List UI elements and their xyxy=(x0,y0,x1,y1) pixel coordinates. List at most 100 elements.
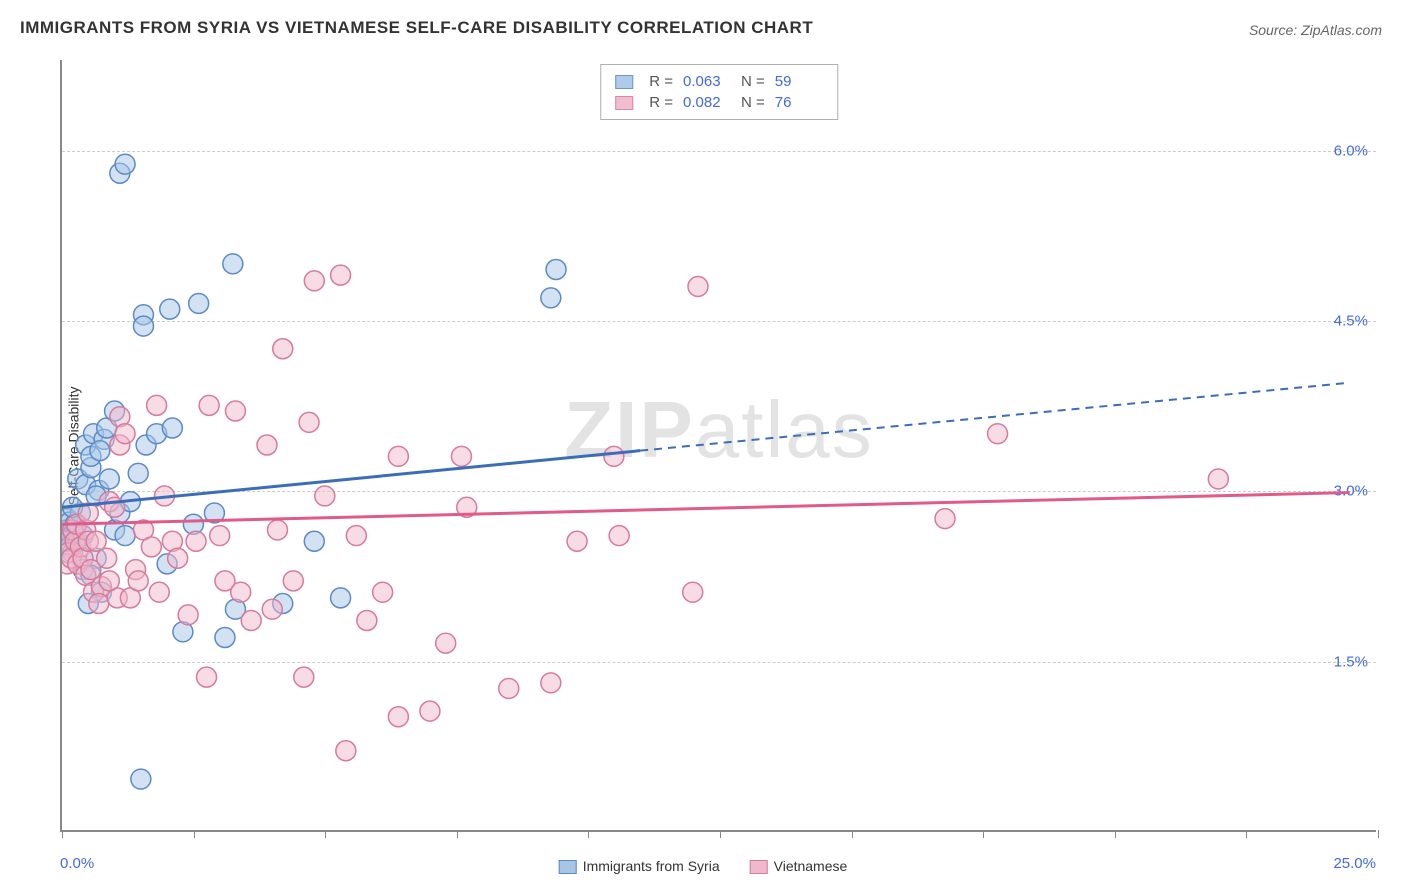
data-point xyxy=(315,486,335,506)
data-point xyxy=(268,520,288,540)
data-point xyxy=(186,531,206,551)
x-tick xyxy=(983,830,984,838)
legend-swatch xyxy=(559,860,577,874)
data-point xyxy=(283,571,303,591)
n-value: 76 xyxy=(775,94,823,111)
chart-title: IMMIGRANTS FROM SYRIA VS VIETNAMESE SELF… xyxy=(20,18,813,38)
correlation-legend-row: R = 0.082 N = 76 xyxy=(615,92,823,113)
data-point xyxy=(149,582,169,602)
data-point xyxy=(294,667,314,687)
x-tick xyxy=(588,830,589,838)
legend-label: Vietnamese xyxy=(774,858,848,874)
x-tick xyxy=(852,830,853,838)
legend-item: Vietnamese xyxy=(750,858,848,874)
x-tick xyxy=(1378,830,1379,838)
plot-area: ZIPatlas R =0.063N =59R =0.082N =76 1.5%… xyxy=(60,60,1376,832)
x-axis-min-label: 0.0% xyxy=(60,855,94,872)
n-label: N = xyxy=(741,73,765,90)
data-point xyxy=(223,254,243,274)
trend-line xyxy=(62,493,1350,525)
legend-swatch xyxy=(615,96,633,110)
data-point xyxy=(935,509,955,529)
correlation-legend-row: R = 0.063 N = 59 xyxy=(615,71,823,92)
data-point xyxy=(162,418,182,438)
data-point xyxy=(215,628,235,648)
x-tick xyxy=(1115,830,1116,838)
data-point xyxy=(115,526,135,546)
r-label: R = xyxy=(649,73,673,90)
data-point xyxy=(299,412,319,432)
data-point xyxy=(273,339,293,359)
data-point xyxy=(147,395,167,415)
data-point xyxy=(225,401,245,421)
x-tick xyxy=(1246,830,1247,838)
data-point xyxy=(115,154,135,174)
data-point xyxy=(128,463,148,483)
n-value: 59 xyxy=(775,73,823,90)
x-tick xyxy=(325,830,326,838)
data-point xyxy=(199,395,219,415)
x-tick xyxy=(720,830,721,838)
correlation-legend: R = 0.063 N = 59 R = 0.082 N = 76 xyxy=(600,64,838,120)
data-point xyxy=(178,605,198,625)
data-point xyxy=(1208,469,1228,489)
data-point xyxy=(336,741,356,761)
legend-item: Immigrants from Syria xyxy=(559,858,720,874)
data-point xyxy=(210,526,230,546)
data-point xyxy=(257,435,277,455)
data-point xyxy=(499,678,519,698)
data-point xyxy=(346,526,366,546)
r-value: 0.063 xyxy=(683,73,731,90)
data-point xyxy=(609,526,629,546)
x-tick xyxy=(194,830,195,838)
x-tick xyxy=(457,830,458,838)
data-point xyxy=(189,293,209,313)
data-point xyxy=(262,599,282,619)
data-point xyxy=(99,571,119,591)
data-point xyxy=(451,446,471,466)
data-point xyxy=(304,271,324,291)
data-point xyxy=(683,582,703,602)
legend-swatch xyxy=(750,860,768,874)
data-point xyxy=(97,548,117,568)
data-point xyxy=(541,288,561,308)
data-point xyxy=(115,424,135,444)
trend-line xyxy=(62,451,640,508)
data-point xyxy=(99,469,119,489)
data-point xyxy=(241,611,261,631)
r-label: R = xyxy=(649,94,673,111)
source-label: Source: ZipAtlas.com xyxy=(1249,22,1382,38)
data-point xyxy=(141,537,161,557)
data-point xyxy=(133,316,153,336)
data-point xyxy=(388,446,408,466)
data-point xyxy=(688,276,708,296)
data-point xyxy=(388,707,408,727)
data-point xyxy=(231,582,251,602)
x-axis-max-label: 25.0% xyxy=(1333,855,1376,872)
data-point xyxy=(988,424,1008,444)
data-point xyxy=(304,531,324,551)
data-point xyxy=(331,588,351,608)
data-point xyxy=(546,260,566,280)
data-point xyxy=(567,531,587,551)
chart-container: IMMIGRANTS FROM SYRIA VS VIETNAMESE SELF… xyxy=(0,0,1406,892)
data-point xyxy=(604,446,624,466)
legend-swatch xyxy=(615,75,633,89)
x-tick xyxy=(62,830,63,838)
data-point xyxy=(357,611,377,631)
data-point xyxy=(128,571,148,591)
data-point xyxy=(131,769,151,789)
data-point xyxy=(90,441,110,461)
r-value: 0.082 xyxy=(683,94,731,111)
data-point xyxy=(436,633,456,653)
n-label: N = xyxy=(741,94,765,111)
data-point xyxy=(373,582,393,602)
data-point xyxy=(197,667,217,687)
scatter-svg xyxy=(62,60,1376,830)
data-point xyxy=(89,594,109,614)
data-point xyxy=(420,701,440,721)
data-point xyxy=(331,265,351,285)
data-point xyxy=(541,673,561,693)
legend-label: Immigrants from Syria xyxy=(583,858,720,874)
data-point xyxy=(168,548,188,568)
